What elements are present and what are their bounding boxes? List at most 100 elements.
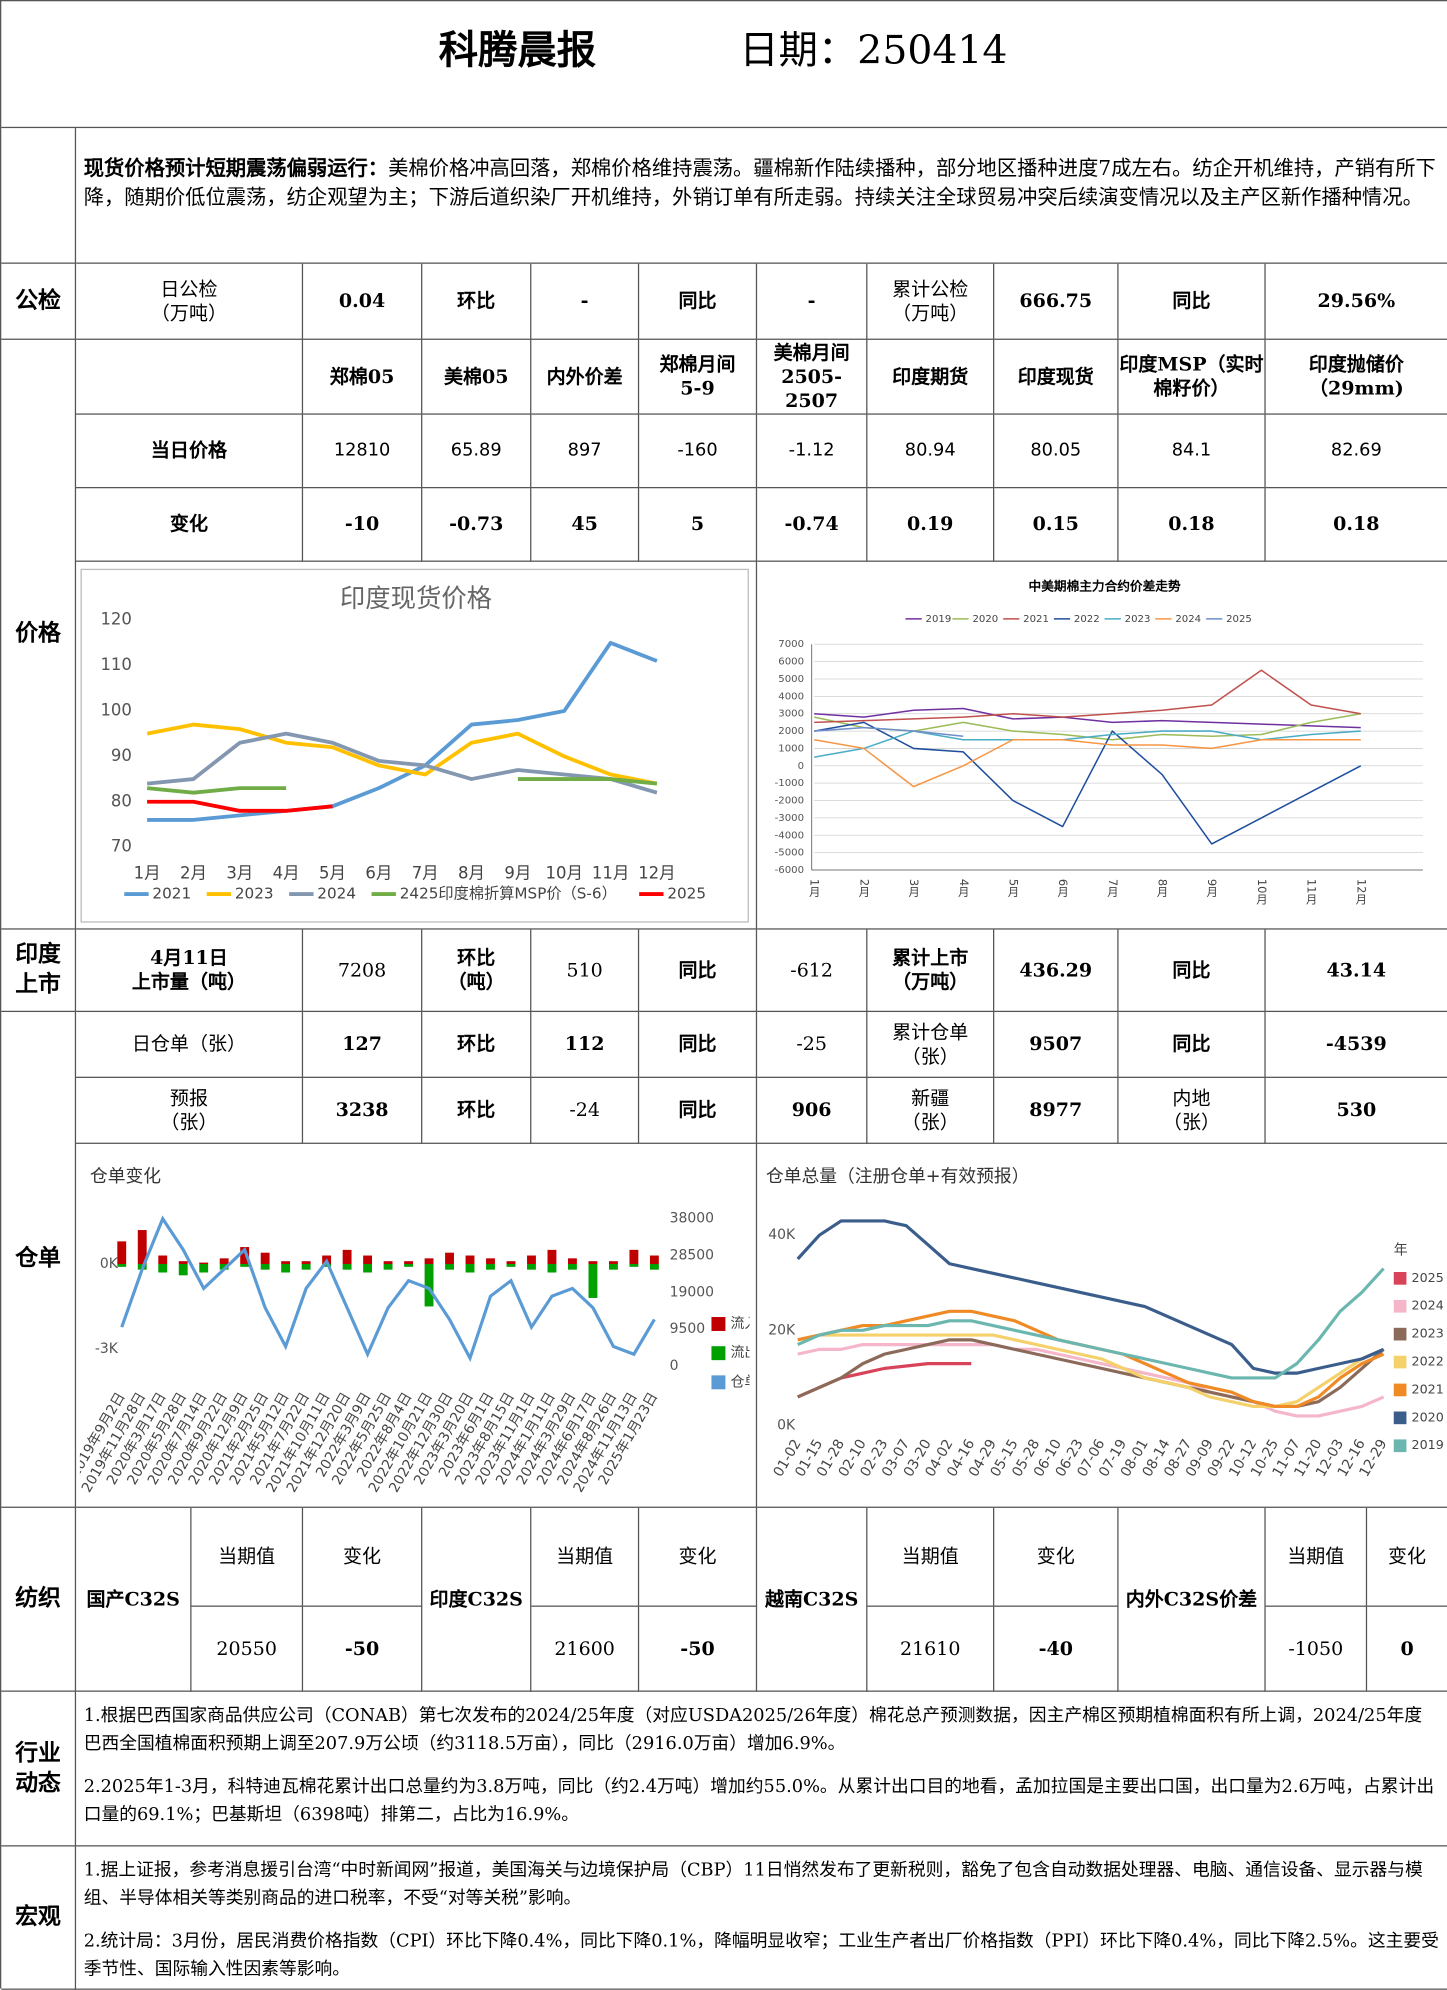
chart: 中美期棉主力合约价差走势 -6000 -5000 -4000 -3000 -2000 -10… [775,579,1423,905]
x-tick-label: 5月 [319,863,346,882]
table-cell: 0.04 [303,263,423,340]
series-line [814,669,1361,724]
y-tick-label: 6000 [778,657,804,668]
legend-label: 2025 [667,885,706,903]
chart-title: 印度现货价格 [340,583,492,613]
x-tick-label: 6月 [365,863,392,882]
legend-marker [1393,1327,1407,1341]
product-name: 印度C32S [422,1507,532,1692]
table-cell: 同比 [639,263,758,340]
legend-label: 2019 [1412,1437,1444,1452]
bar [445,1252,454,1265]
section-label: 公检 [1,263,77,340]
legend-label: 2023 [1412,1326,1444,1341]
table-cell: 5 [639,488,758,562]
x-tick-label: 1月 [134,863,161,882]
table-cell: -50 [639,1606,758,1692]
legend-label: 2020 [1412,1409,1444,1424]
table-cell: 84.1 [1118,414,1266,489]
chart-area [757,562,1447,930]
y-tick-label: -1000 [775,778,804,789]
section-label: 价格 [1,339,77,930]
legend-label: 2021 [1412,1381,1444,1396]
legend-label: 2425印度棉折算MSP价（S-6） [400,885,617,903]
chart-frame [80,568,749,923]
table-cell: 43.14 [1265,930,1447,1013]
bar [342,1264,352,1270]
table-cell: -10 [303,488,423,562]
product-name: 越南C32S [757,1507,868,1692]
y-tick-label: 5000 [778,674,804,685]
table-cell: 45 [531,488,640,562]
table-cell: 0.18 [1265,488,1447,562]
table-header: 内外价差 [531,339,640,415]
table-cell: 80.05 [994,414,1119,489]
bar [260,1264,270,1270]
legend-marker [1393,1439,1407,1453]
news-item: 1.据上证报，参考消息援引台湾“中时新闻网”报道，美国海关与边境保护局（CBP）… [83,1860,1423,1909]
series-line [146,777,658,795]
table-cell: -612 [757,929,868,1013]
x-tick-label: 8月 [1156,879,1170,898]
bar [588,1261,598,1265]
bar [158,1255,168,1265]
table-cell: -50 [303,1606,423,1692]
bar [608,1264,618,1270]
series-line [814,726,964,738]
table-cell: 29.56% [1265,264,1447,340]
table-cell: 3238 [303,1077,423,1144]
table-cell: 80.94 [867,414,995,489]
table-cell: 9507 [994,1012,1119,1078]
legend-label: 2022 [1412,1354,1444,1369]
table-cell: 同比 [639,929,758,1013]
table-cell: 累计上市 （万吨） [867,929,995,1013]
bar [445,1264,454,1270]
y2-tick-label: 9500 [670,1321,705,1337]
series-line [814,730,1361,758]
table-cell: 530 [1265,1078,1447,1144]
chart-title: 仓单变化 [90,1166,161,1187]
section-label: 宏观 [1,1846,77,1990]
y-tick-label: 70 [111,837,132,856]
y-tick-label: -2000 [775,796,804,807]
column-head: 当期值 [1265,1507,1368,1607]
bar [608,1261,618,1265]
bar [649,1255,659,1265]
legend-label: 2025 [1412,1270,1444,1285]
series-line [797,1362,972,1399]
legend-label: 流出 [730,1345,749,1361]
bar [527,1264,536,1270]
table-header: 郑棉05 [303,339,423,415]
legend-label: 2023 [235,885,274,903]
series-line [814,721,1362,845]
y-tick-label: 40K [768,1227,796,1243]
y-tick-label: 3000 [778,709,804,720]
bar [568,1258,577,1265]
series-line [814,707,1361,729]
row-name: 当日价格 [76,414,304,489]
legend-marker [1393,1411,1407,1425]
bar [588,1264,598,1298]
table-cell: 同比 [639,1077,758,1144]
bar [649,1264,659,1270]
table-cell: 0.19 [867,488,995,562]
table-cell: -1.12 [757,414,868,489]
y-tick-label: 4000 [778,691,804,702]
y-tick-label: 0K [777,1417,796,1433]
legend-label: 2021 [152,885,191,903]
table-cell: 环比 （吨） [422,929,532,1013]
bar [527,1255,536,1265]
series-line [146,722,658,786]
legend-title: 年 [1394,1242,1408,1258]
bar [178,1261,188,1265]
table-cell: 累计仓单 （张） [867,1012,995,1078]
table-cell: 510 [531,929,640,1013]
x-tick-label: 4月 [273,863,300,882]
column-head: 当期值 [191,1507,304,1607]
bar [342,1249,352,1265]
x-tick-label: 2月 [857,879,871,898]
section-label: 仓单 [1,1012,77,1508]
news: 1.据上证报，参考消息援引台湾“中时新闻网”报道，美国海关与边境保护局（CBP）… [76,1846,1447,1990]
y-tick-label: 7000 [778,639,804,650]
y2-tick-label: 19000 [670,1284,714,1300]
